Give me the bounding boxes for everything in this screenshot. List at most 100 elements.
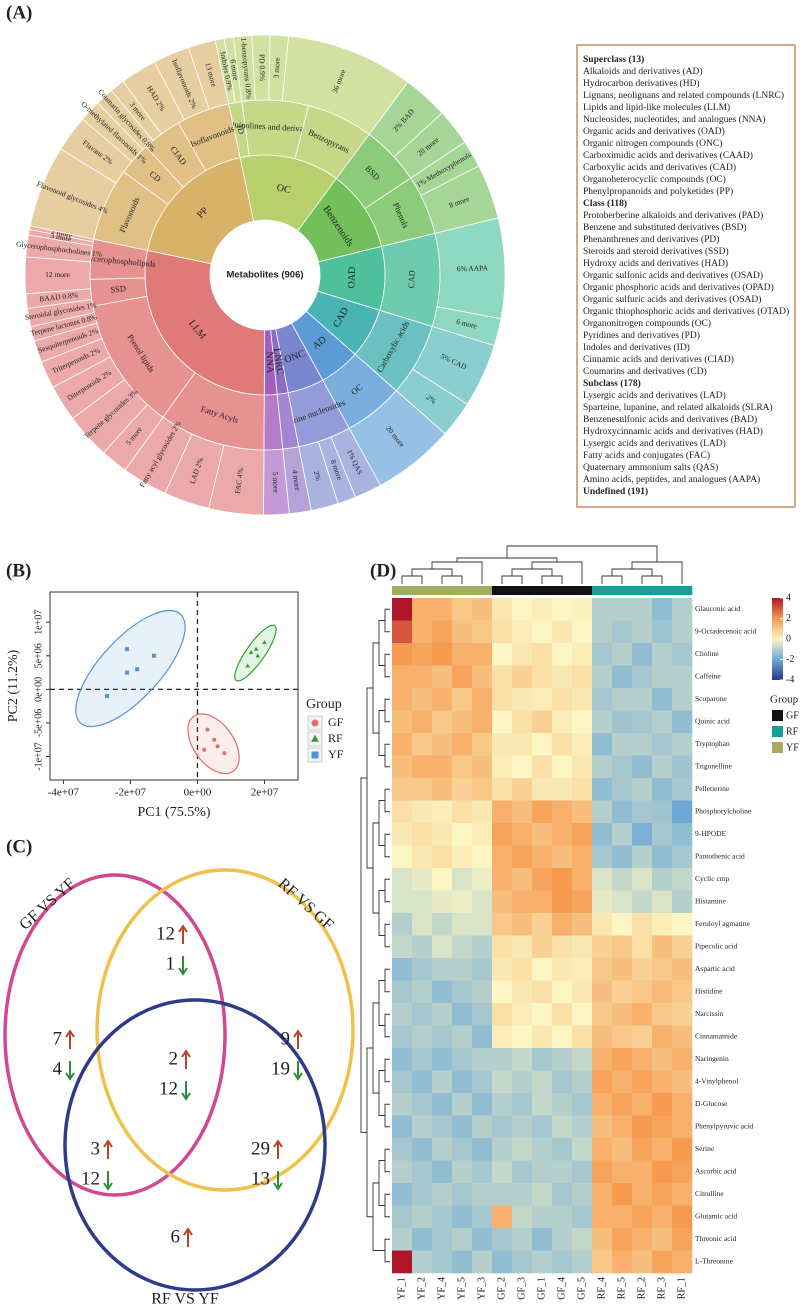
dendrogram [384,608,390,633]
colorbar-label: 0 [786,633,791,644]
column-label: YF_1 [396,1277,407,1300]
heatmap-cell [472,598,493,621]
heatmap-cell [672,800,693,824]
heatmap-cell [492,980,513,1004]
legend-marker [311,734,319,742]
group-bar [632,586,653,595]
point [245,663,250,668]
heatmap-cell [392,1025,413,1049]
up-arrow [273,1139,283,1159]
heatmap-cell [392,665,413,689]
up-count: 9 [281,1028,291,1049]
heatmap-cell [592,1070,613,1094]
segment-label: 12 more [45,270,70,279]
heatmap-cell [612,1183,633,1206]
heatmap-cell [592,1160,613,1184]
heatmap-cell [552,1048,573,1071]
heatmap-cell [672,710,693,734]
heatmap-cell [472,1115,493,1139]
heatmap-cell [472,1048,493,1071]
heatmap-cell [572,1138,593,1161]
heatmap-cell [452,1025,473,1049]
heatmap-cell [512,980,533,1004]
heatmap-cell [532,1115,553,1139]
heatmap-cell [652,1115,673,1139]
heatmap-cell [412,958,433,981]
heatmap-cell [432,1160,453,1184]
heatmap-cell [512,958,533,981]
dendrogram [378,890,385,936]
column-label: RF_1 [676,1277,687,1299]
heatmap-cell [472,1003,493,1026]
heatmap-cell [672,980,693,1004]
heatmap-cell [572,845,593,869]
heatmap-cell [492,688,513,711]
point [202,747,207,752]
heatmap-cell [512,755,533,779]
colorbar-label: 4 [786,592,791,603]
row-label: Citrulline [695,1189,724,1198]
heatmap-cell [592,1025,613,1049]
dendrogram [384,1193,390,1218]
heatmap-cell [392,890,413,914]
heatmap-cell [652,643,673,666]
group-bar [492,586,513,595]
row-label: Phosphorylcholine [695,806,752,815]
dendrogram [511,568,553,576]
dendrogram [401,575,423,584]
heatmap-cell [412,1115,433,1139]
heatmap-cell [492,598,513,621]
heatmap-cell [572,1160,593,1184]
heatmap-cell [532,643,553,666]
group-bar [552,586,573,595]
venn-set [95,868,355,1192]
panel-label: (B) [6,560,31,581]
colorbar-label: -4 [786,674,794,685]
up-arrow [103,1139,113,1159]
legend-label: GF [786,710,799,721]
heatmap-cell [652,688,673,711]
heatmap-cell [432,643,453,666]
heatmap-cell [432,890,453,914]
heatmap-cell [532,1228,553,1251]
heatmap-cell [632,688,653,711]
heatmap-cell [452,1093,473,1116]
heatmap-cell [612,733,633,756]
heatmap-cell [672,868,693,891]
heatmap-cell [432,868,453,891]
heatmap-cell [612,620,633,644]
heatmap-cell [532,1025,553,1049]
heatmap-cell [472,845,493,869]
heatmap-cell [552,1003,573,1026]
dendrogram [431,561,483,584]
heatmap-cell [472,868,493,891]
heatmap-cell [552,733,573,756]
heatmap-cell [492,665,513,689]
heatmap-cell [592,1003,613,1026]
dendrogram [541,575,563,584]
segment-label: 6% AAPA [457,263,489,273]
heatmap-cell [552,1160,573,1184]
heatmap-cell [432,1138,453,1161]
heatmap-cell [532,598,553,621]
heatmap-cell [612,1025,633,1049]
venn-set-label: RF VS YF [151,1291,219,1308]
heatmap-cell [512,1205,533,1229]
heatmap-cell [592,1250,613,1274]
heatmap-cell [612,688,633,711]
heatmap-cell [532,1048,553,1071]
heatmap-cell [452,643,473,666]
heatmap-cell [572,643,593,666]
row-label: Naringenin [695,1054,729,1063]
legend-item: Organic thiophosphoric acids and derivat… [583,306,789,317]
dendrogram [384,923,390,948]
up-count: 7 [53,1028,63,1049]
heatmap-cell [552,778,573,801]
legend-item: Lignans, neolignans and related compound… [583,90,784,101]
row-label: Serine [695,1144,715,1153]
down-count: 1 [166,953,176,974]
legend-key [772,726,783,737]
heatmap-cell [612,845,633,869]
heatmap-cell [552,620,573,644]
heatmap-cell [472,1093,493,1116]
